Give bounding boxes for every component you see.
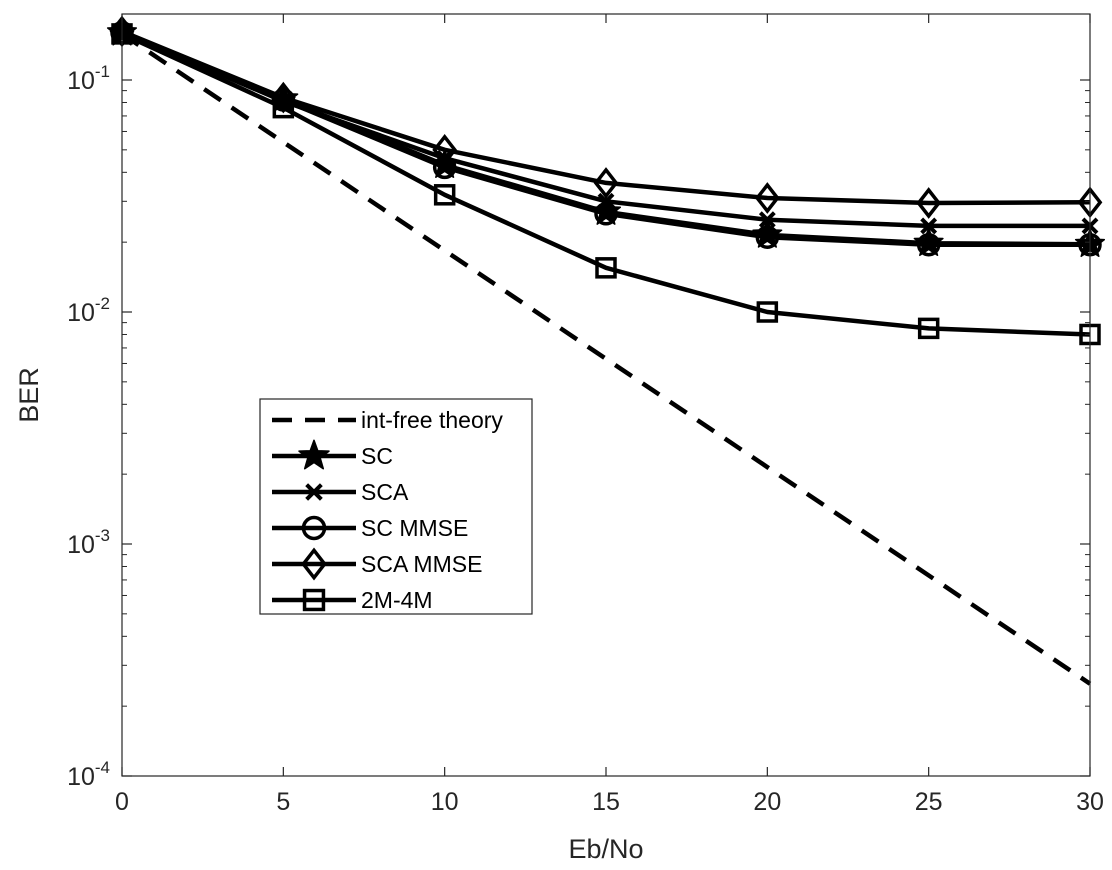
- plot-area: [122, 14, 1090, 776]
- data-point-sca: [758, 211, 776, 229]
- y-tick-base: 10: [67, 531, 95, 559]
- data-point-2m-4m: [756, 301, 779, 323]
- legend-marker: [301, 547, 327, 581]
- data-point-sca-mmse: [593, 167, 619, 199]
- y-tick-label: 10-4: [67, 758, 110, 791]
- data-point-2m-4m: [595, 257, 617, 279]
- x-tick-label: 25: [915, 788, 943, 816]
- data-point-sca-mmse: [916, 187, 942, 219]
- legend-label: SC: [361, 443, 393, 469]
- data-point-sca-mmse: [432, 133, 458, 166]
- series-line-2m-4m: [121, 31, 1091, 337]
- y-tick-base: 10: [67, 67, 95, 95]
- y-tick-exponent: -1: [95, 62, 110, 81]
- y-tick-exponent: -2: [95, 294, 110, 313]
- legend-marker: [301, 515, 327, 541]
- y-tick-base: 10: [67, 299, 95, 327]
- data-point-sca: [920, 217, 938, 235]
- data-point-sc-mmse: [755, 225, 780, 249]
- x-tick-label: 5: [276, 788, 290, 816]
- data-point-sc: [590, 196, 622, 225]
- data-point-sc-mmse: [594, 202, 618, 226]
- legend: int-free theory SC SCA SC MMSE SCA MMSE 2M-4M: [259, 398, 533, 615]
- data-point-sc-mmse: [432, 155, 457, 180]
- x-tick-label: 0: [115, 788, 129, 816]
- x-axis-label: Eb/No: [568, 834, 643, 864]
- legend-box: [259, 398, 533, 615]
- legend-label: int-free theory: [361, 407, 503, 433]
- data-point-sc: [752, 219, 783, 248]
- data-point-2m-4m: [272, 96, 295, 119]
- y-tick-exponent: -4: [95, 758, 110, 777]
- y-tick-base: 10: [67, 763, 95, 791]
- y-tick-exponent: -3: [95, 526, 110, 545]
- series-line-int-free-theory: [120, 32, 1092, 686]
- x-tick-label: 30: [1076, 788, 1104, 816]
- data-point-2m-4m: [917, 317, 940, 340]
- y-tick-label: 10-2: [67, 294, 110, 327]
- data-point-sc: [913, 227, 944, 257]
- legend-label: SC MMSE: [361, 515, 468, 541]
- data-point-sc-mmse: [916, 232, 941, 257]
- legend-marker: [305, 483, 323, 501]
- legend-label: SCA MMSE: [361, 551, 482, 577]
- x-tick-label: 10: [431, 788, 459, 816]
- x-tick-label: 20: [753, 788, 781, 816]
- legend-marker: [298, 439, 330, 470]
- legend-label: SCA: [361, 479, 409, 505]
- data-point-sca-mmse: [754, 182, 780, 214]
- legend-label: 2M-4M: [361, 587, 433, 613]
- data-point-2m-4m: [433, 184, 456, 206]
- x-tick-label: 15: [592, 788, 620, 816]
- y-axis-label: BER: [14, 367, 44, 423]
- y-tick-label: 10-1: [67, 62, 110, 95]
- data-point-sca-mmse: [270, 81, 296, 114]
- legend-marker: [302, 588, 326, 612]
- series-layer: [106, 15, 1106, 686]
- y-tick-label: 10-3: [67, 526, 110, 559]
